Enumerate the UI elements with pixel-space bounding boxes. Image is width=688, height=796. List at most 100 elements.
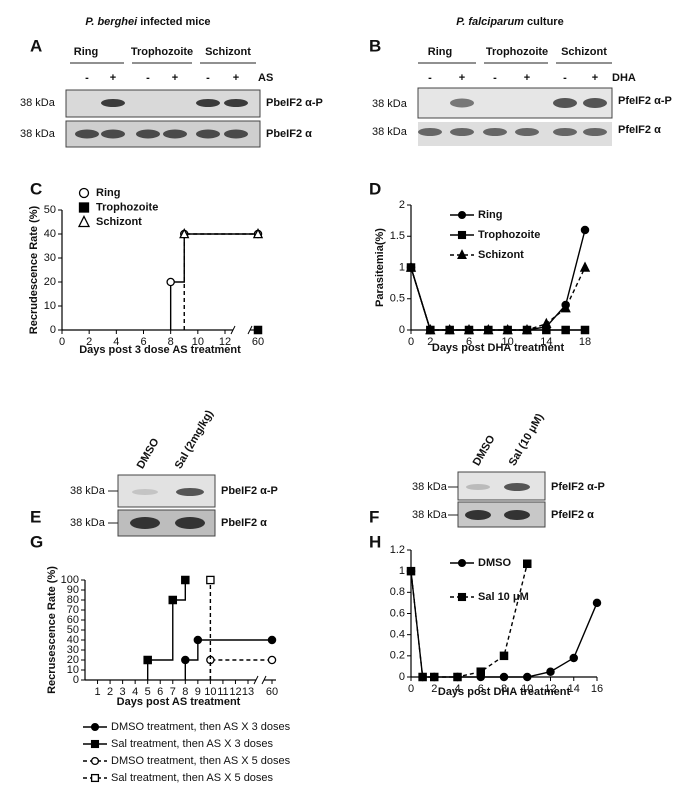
y-tick-label: 1.2 <box>390 544 405 556</box>
band <box>553 98 577 108</box>
legend-label: DMSO treatment, then AS X 3 doses <box>111 721 291 733</box>
marker <box>457 592 467 602</box>
x-tick-label: 9 <box>195 686 201 698</box>
band <box>515 128 539 136</box>
protein-label: PfeIF2 α <box>618 124 661 136</box>
y-tick-label: 1 <box>399 261 405 273</box>
x-tick-label: 2 <box>86 336 92 348</box>
band <box>101 129 125 139</box>
legend-label: Trophozoite <box>96 201 158 213</box>
group-label: Ring <box>428 46 452 58</box>
y-tick-label: 0.5 <box>390 293 405 305</box>
marker <box>546 667 555 676</box>
y-tick-label: 0.2 <box>390 650 405 662</box>
y-tick-label: 30 <box>44 252 56 264</box>
series-line <box>410 267 585 331</box>
lane-label: - <box>206 72 210 84</box>
legend-label: Sal 10 μM <box>478 591 529 603</box>
panel-title: P. berghei infected mice <box>85 16 210 28</box>
x-tick-label: 12 <box>229 686 241 698</box>
band <box>196 99 220 107</box>
band <box>466 484 490 490</box>
y-tick-label: 60 <box>67 614 79 626</box>
marker <box>193 635 203 645</box>
y-tick-label: 0.8 <box>390 586 405 598</box>
y-tick-label: 70 <box>67 604 79 616</box>
axis-break <box>230 325 236 335</box>
size-label: 38 kDa <box>20 97 56 109</box>
marker <box>579 261 591 272</box>
lane-label: DMSO <box>471 433 498 468</box>
lane-label: DMSO <box>135 436 162 471</box>
legend-label: Schizont <box>478 249 524 261</box>
marker <box>444 323 455 335</box>
band <box>504 510 530 520</box>
marker <box>90 773 100 783</box>
x-tick-label: 12 <box>544 683 556 695</box>
series-line <box>410 571 598 678</box>
x-tick-label: 4 <box>454 683 460 695</box>
x-tick-label: 10 <box>521 683 533 695</box>
lane-label: - <box>146 72 150 84</box>
y-tick-label: 10 <box>44 300 56 312</box>
band <box>136 129 160 139</box>
marker <box>253 325 263 335</box>
group-label: Schizont <box>561 46 607 58</box>
marker <box>457 210 467 220</box>
legend-label: DMSO treatment, then AS X 5 doses <box>111 755 291 767</box>
axis-break <box>261 675 267 685</box>
x-tick-label: 14 <box>568 683 580 695</box>
x-tick-label: 8 <box>501 683 507 695</box>
panel-letter: C <box>30 179 42 198</box>
band <box>196 129 220 139</box>
group-label: Trophozoite <box>131 46 193 58</box>
marker <box>521 323 533 335</box>
marker <box>206 575 215 585</box>
marker <box>476 667 485 676</box>
x-tick-label: 0 <box>408 683 414 695</box>
marker <box>560 302 571 313</box>
marker <box>252 227 264 239</box>
marker <box>463 323 475 335</box>
marker <box>429 672 439 682</box>
y-tick-label: 0 <box>73 674 79 686</box>
blot <box>117 474 216 537</box>
y-tick-label: 30 <box>67 644 79 656</box>
marker <box>457 558 467 568</box>
marker <box>499 672 509 682</box>
marker <box>77 215 91 228</box>
blot <box>457 471 546 528</box>
marker <box>179 227 190 239</box>
marker <box>457 230 467 240</box>
x-tick-label: 10 <box>502 336 514 348</box>
size-label: 38 kDa <box>412 509 448 521</box>
legend-label: Sal treatment, then AS X 5 doses <box>111 772 274 784</box>
marker <box>499 651 509 661</box>
size-label: 38 kDa <box>412 481 448 493</box>
series-line <box>146 580 187 680</box>
lane-label: - <box>563 72 567 84</box>
y-tick-label: 50 <box>44 204 56 216</box>
legend-label: Ring <box>96 187 120 199</box>
title-rest: infected mice <box>140 16 210 28</box>
y-tick-label: 10 <box>67 664 79 676</box>
band <box>130 517 160 529</box>
series-line <box>183 233 258 330</box>
axis-break <box>247 325 253 335</box>
protein-label: PbeIF2 α-P <box>266 97 323 109</box>
band <box>175 517 205 529</box>
protein-label: PfeIF2 α-P <box>618 95 672 107</box>
lane-label: + <box>592 72 598 84</box>
marker <box>418 672 427 682</box>
lane-label: - <box>493 72 497 84</box>
panel-letter: A <box>30 36 42 55</box>
x-tick-label: 8 <box>182 686 188 698</box>
y-tick-label: 50 <box>67 624 79 636</box>
lane-label: - <box>428 72 432 84</box>
x-tick-label: 16 <box>591 683 603 695</box>
lane-label: + <box>524 72 530 84</box>
marker <box>405 261 417 272</box>
x-tick-label: 8 <box>168 336 174 348</box>
y-tick-label: 90 <box>67 584 79 596</box>
